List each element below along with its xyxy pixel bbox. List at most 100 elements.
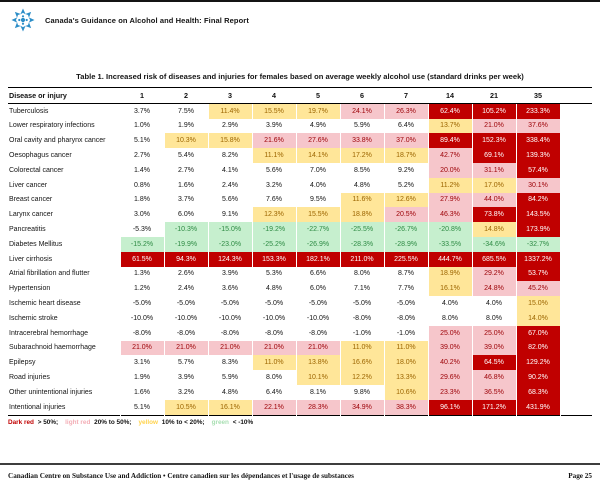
risk-value-cell: 25.0% [471,325,517,341]
row-spacer [560,267,592,282]
disease-name-cell: Road injuries [9,374,50,382]
disease-name-cell: Ischemic heart disease [9,300,81,308]
drinks-column-header: 21 [472,87,516,104]
row-spacer [560,237,592,252]
table-row: Liver cancer 0.8% 1.6% 2.4% 3.2% 4.0% 4.8% 5.2%… [8,177,592,193]
risk-value-cell: 105.2% [471,103,517,119]
risk-value-cell: 44.0% [471,192,517,208]
disease-name-cell: Intentional injuries [9,403,66,411]
risk-value-cell: 21.0% [295,340,341,356]
table-header-row: Disease or injury 1 2 3 4 5 6 7 14 21 35 [8,87,592,104]
risk-value-cell: 3.2% [251,177,297,193]
risk-value-cell: 64.5% [471,355,517,371]
risk-value-cell: 1.8% [119,192,165,208]
risk-value-cell: 7.7% [383,281,429,297]
risk-value-cell: 21.0% [119,340,165,356]
disease-name-cell: Oesophagus cancer [9,152,72,160]
legend-color-word: green [211,419,229,426]
risk-value-cell: 5.7% [163,355,209,371]
drinks-column-header: 6 [340,87,384,104]
risk-value-cell: 19.7% [295,103,341,119]
risk-value-cell: -19.9% [163,236,209,252]
risk-value-cell: 11.0% [339,340,385,356]
disease-name-cell: Liver cirrhosis [9,255,53,263]
drinks-column-header: 2 [164,87,208,104]
risk-table: Disease or injury 1 2 3 4 5 6 7 14 21 35 Tuberculo… [8,87,592,416]
legend-range-text: < -10% [230,419,254,426]
disease-name-cell: Oral cavity and pharynx cancer [9,137,106,145]
row-spacer [560,296,592,311]
risk-value-cell: 12.2% [339,370,385,385]
risk-value-cell: 13.8% [295,355,341,371]
risk-value-cell: -8.0% [383,310,429,326]
table-row: Breast cancer 1.8% 3.7% 5.6% 7.6% 9.5% 11.6% 12… [8,192,592,208]
risk-value-cell: -25.2% [251,236,297,252]
risk-value-cell: 8.1% [295,384,341,400]
risk-value-cell: 7.1% [339,281,385,297]
risk-value-cell: 1.0% [119,118,165,134]
risk-value-cell: -8.0% [251,325,297,341]
legend-color-word: light red [65,419,91,426]
risk-value-cell: 20.0% [427,162,473,178]
risk-value-cell: 2.4% [207,177,253,193]
risk-value-cell: 17.0% [471,177,517,193]
legend-segment: green < -10% [212,419,254,426]
risk-table-container: Disease or injury 1 2 3 4 5 6 7 14 21 35 Tuberculo… [8,87,592,416]
risk-value-cell: 11.1% [251,148,297,163]
risk-value-cell: 431.9% [515,399,561,416]
risk-value-cell: 21.0% [251,340,297,356]
risk-value-cell: 171.2% [471,399,517,416]
risk-value-cell: 8.3% [207,355,253,371]
risk-value-cell: 21.0% [207,340,253,356]
risk-value-cell: 14.1% [295,148,341,163]
risk-value-cell: 40.2% [427,355,473,371]
page-header: Canada's Guidance on Alcohol and Health:… [10,7,249,33]
row-spacer [560,355,592,370]
row-spacer [560,281,592,296]
disease-name-cell: Pancreatitis [9,226,46,234]
risk-value-cell: 1.6% [119,384,165,400]
risk-value-cell: -8.0% [207,325,253,341]
row-spacer [560,178,592,193]
risk-value-cell: 5.6% [251,162,297,178]
row-spacer [560,341,592,356]
risk-value-cell: 338.4% [515,133,561,149]
risk-value-cell: 2.4% [163,281,209,297]
row-spacer [560,385,592,400]
legend-segment: Dark red > 50%; [8,419,58,426]
risk-value-cell: 8.0% [427,310,473,326]
risk-value-cell: 3.7% [119,103,165,119]
risk-value-cell: 6.4% [251,384,297,400]
risk-value-cell: 129.2% [515,355,561,371]
row-spacer [560,252,592,267]
legend-color-word: Dark red [8,419,34,426]
row-spacer [560,370,592,385]
risk-value-cell: 2.7% [163,162,209,178]
risk-value-cell: 33.8% [339,133,385,149]
table-row: Atrial fibrillation and flutter 1.3% 2.6% 3… [8,266,592,282]
legend-range-text: > 50%; [35,419,59,426]
footer-org-text: Canadian Centre on Substance Use and Add… [8,472,354,480]
risk-value-cell: 6.4% [383,118,429,134]
disease-name-cell: Breast cancer [9,196,53,204]
drinks-column-header: 4 [252,87,296,104]
row-spacer [560,148,592,163]
risk-value-cell: -10.0% [163,310,209,326]
risk-value-cell: 5.6% [207,192,253,208]
disease-name-cell: Ischemic stroke [9,314,58,322]
risk-value-cell: 173.9% [515,222,561,237]
risk-value-cell: -26.9% [295,236,341,252]
risk-value-cell: -5.0% [295,296,341,311]
risk-value-cell: -25.5% [339,222,385,237]
risk-value-cell: -10.0% [251,310,297,326]
table-row: Oesophagus cancer 2.7% 5.4% 8.2% 11.1% 14.1% 1… [8,148,592,163]
risk-value-cell: 8.0% [251,370,297,385]
disease-name-cell: Atrial fibrillation and flutter [9,270,90,278]
disease-name-cell: Colorectal cancer [9,166,64,174]
risk-value-cell: 46.8% [471,370,517,385]
risk-value-cell: 8.5% [339,162,385,178]
risk-value-cell: 6.6% [295,266,341,282]
risk-value-cell: 4.1% [207,162,253,178]
risk-value-cell: 1.9% [163,118,209,134]
risk-value-cell: 29.6% [427,370,473,385]
